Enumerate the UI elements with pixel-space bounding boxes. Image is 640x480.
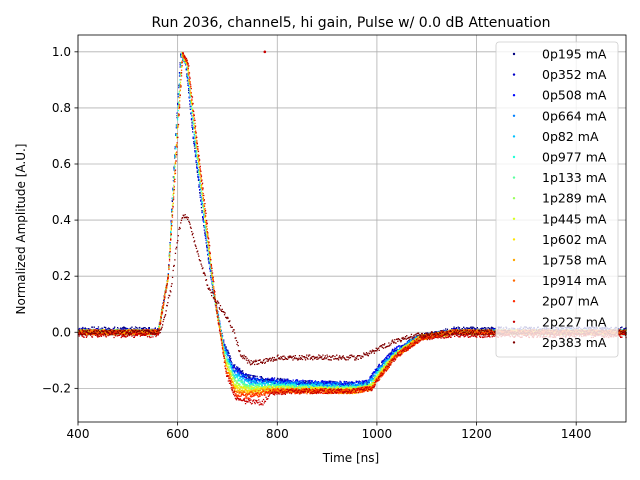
y-tick-label: 0.8 <box>52 101 71 115</box>
legend-marker <box>512 114 516 118</box>
legend-marker <box>512 258 516 262</box>
x-tick-label: 800 <box>266 427 289 441</box>
x-tick-label: 600 <box>166 427 189 441</box>
legend-entry: 1p914 mA <box>542 273 607 288</box>
y-tick-label: 1.0 <box>52 45 71 59</box>
legend-marker <box>512 341 516 344</box>
y-tick-label: −0.2 <box>42 381 71 395</box>
outlier-point <box>263 50 267 54</box>
y-tick-label: 0.6 <box>52 157 71 171</box>
legend-entry: 1p602 mA <box>542 232 607 247</box>
x-tick-label: 400 <box>67 427 90 441</box>
legend-entry: 1p445 mA <box>542 211 607 226</box>
legend-marker <box>512 155 516 159</box>
legend-entry: 2p383 mA <box>542 335 607 350</box>
legend-entry: 0p664 mA <box>542 108 607 123</box>
legend-marker <box>512 320 516 323</box>
legend-marker <box>512 52 516 56</box>
legend-entry: 2p227 mA <box>542 314 607 329</box>
y-tick-label: 0.4 <box>52 213 71 227</box>
y-tick-label: 0.2 <box>52 269 71 283</box>
legend-marker <box>512 135 516 138</box>
legend-marker <box>512 300 516 303</box>
legend-entry: 0p82 mA <box>542 129 599 144</box>
legend-marker <box>512 279 516 282</box>
legend-entry: 2p07 mA <box>542 294 599 309</box>
ticks: 400 600 800 1000 1200 1400 −0.2 0.0 0.2 0.4 0.6 0.8… <box>42 45 592 441</box>
legend-entry: 0p352 mA <box>542 67 607 82</box>
legend-entry: 1p289 mA <box>542 191 607 206</box>
legend-entry: 0p977 mA <box>542 150 607 165</box>
legend-box <box>495 41 619 358</box>
legend-marker <box>512 217 516 220</box>
legend-marker <box>512 73 516 76</box>
legend-marker <box>512 94 516 97</box>
legend-entry: 0p508 mA <box>542 88 607 103</box>
x-tick-label: 1400 <box>561 427 592 441</box>
legend-entry: 1p133 mA <box>542 170 607 185</box>
legend-entry: 1p758 mA <box>542 253 607 268</box>
legend-marker <box>512 238 516 241</box>
x-tick-label: 1000 <box>362 427 393 441</box>
legend-marker <box>512 176 516 179</box>
x-tick-label: 1200 <box>461 427 492 441</box>
chart-title: Run 2036, channel5, hi gain, Pulse w/ 0.… <box>151 15 550 31</box>
legend-marker <box>512 197 516 200</box>
y-axis-label: Normalized Amplitude [A.U.] <box>14 144 28 315</box>
legend-entry: 0p195 mA <box>542 47 607 62</box>
legend: 0p195 mA 0p352 mA 0p508 mA 0p664 mA 0p82 mA 0… <box>495 41 619 358</box>
plot-frame <box>77 34 627 423</box>
y-tick-label: 0.0 <box>52 325 71 339</box>
x-axis-label: Time [ns] <box>322 451 379 465</box>
